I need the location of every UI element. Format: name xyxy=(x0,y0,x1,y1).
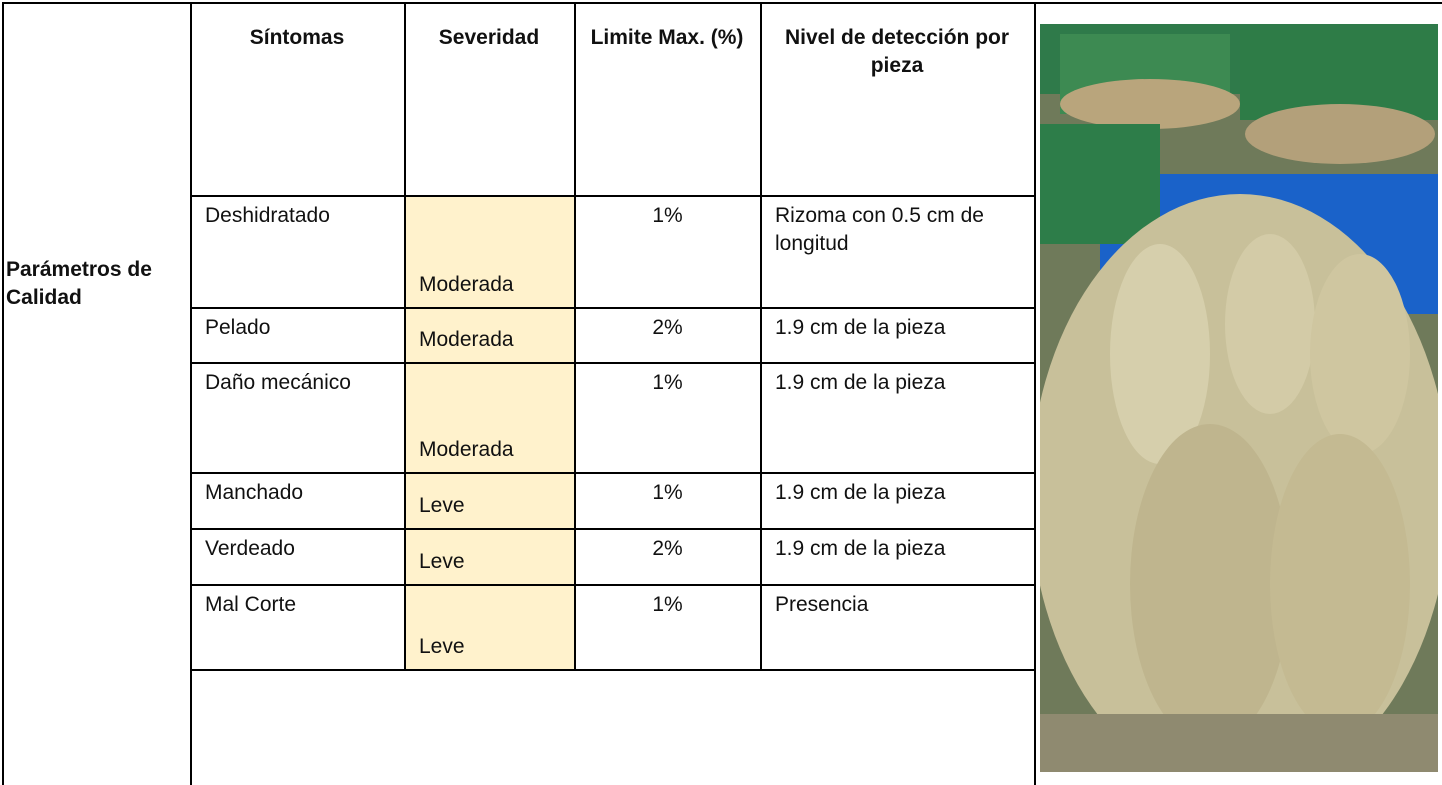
symptom-cell: Verdeado xyxy=(205,537,295,560)
border-line xyxy=(190,2,192,785)
severity-cell: Leve xyxy=(405,585,574,669)
limit-cell: 1% xyxy=(652,204,683,227)
severity-cell: Leve xyxy=(405,529,574,584)
border-line xyxy=(404,2,406,669)
header-cell: Síntomas xyxy=(249,26,345,49)
border-line xyxy=(190,195,1034,197)
limit-cell: 1% xyxy=(652,371,683,394)
row-group-label: Parámetros de Calidad xyxy=(6,258,152,309)
severity-cell: Moderada xyxy=(405,308,574,362)
border-line xyxy=(190,362,1034,364)
symptom-cell: Pelado xyxy=(205,316,271,339)
limit-cell: 1% xyxy=(652,593,683,616)
symptom-cell: Daño mecánico xyxy=(205,371,351,394)
symptom-cell: Manchado xyxy=(205,481,304,504)
symptom-cell: Mal Corte xyxy=(205,593,297,616)
limit-cell: 1% xyxy=(652,481,683,504)
detection-cell: 1.9 cm de la pieza xyxy=(775,371,946,394)
detection-cell: Presencia xyxy=(775,593,869,616)
border-line xyxy=(190,528,1034,530)
border-line xyxy=(1034,2,1036,785)
border-line xyxy=(190,584,1034,586)
border-line xyxy=(190,472,1034,474)
border-line xyxy=(760,2,762,669)
severity-cell: Leve xyxy=(405,473,574,528)
header-cell: Nivel de detección por pieza xyxy=(784,26,1010,77)
severity-cell: Moderada xyxy=(405,196,574,307)
ginger-photo xyxy=(1040,24,1438,772)
symptom-cell: Deshidratado xyxy=(205,204,330,227)
border-line xyxy=(190,307,1034,309)
limit-cell: 2% xyxy=(652,537,683,560)
detection-cell: 1.9 cm de la pieza xyxy=(775,316,946,339)
border-line xyxy=(2,2,4,785)
border-line xyxy=(574,2,576,669)
severity-cell: Moderada xyxy=(405,363,574,472)
border-line xyxy=(2,2,1442,4)
header-cell: Severidad xyxy=(438,26,540,49)
detection-cell: Rizoma con 0.5 cm de longitud xyxy=(775,204,984,255)
header-cell: Limite Max. (%) xyxy=(590,26,744,49)
border-line xyxy=(190,669,1034,671)
limit-cell: 2% xyxy=(652,316,683,339)
detection-cell: 1.9 cm de la pieza xyxy=(775,481,946,504)
detection-cell: 1.9 cm de la pieza xyxy=(775,537,946,560)
